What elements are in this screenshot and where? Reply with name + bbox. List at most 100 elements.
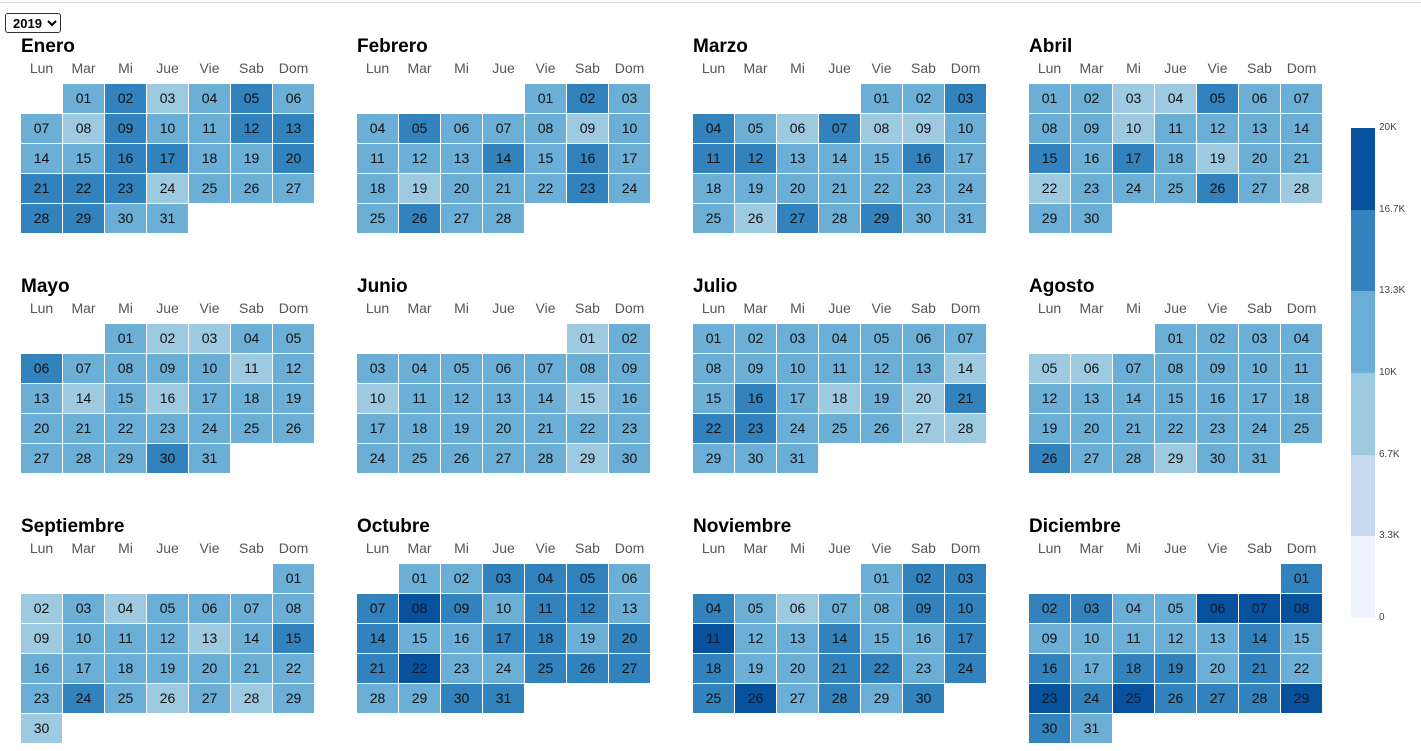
day-cell[interactable]: 25	[525, 654, 566, 683]
day-cell[interactable]: 23	[1029, 684, 1070, 713]
day-cell[interactable]: 27	[1197, 684, 1238, 713]
day-cell[interactable]: 30	[21, 714, 62, 743]
day-cell[interactable]: 05	[231, 84, 272, 113]
day-cell[interactable]: 02	[21, 594, 62, 623]
day-cell[interactable]: 13	[1239, 114, 1280, 143]
day-cell[interactable]: 29	[567, 444, 608, 473]
day-cell[interactable]: 12	[273, 354, 314, 383]
day-cell[interactable]: 08	[63, 114, 104, 143]
day-cell[interactable]: 10	[945, 594, 986, 623]
day-cell[interactable]: 27	[273, 174, 314, 203]
day-cell[interactable]: 03	[945, 564, 986, 593]
day-cell[interactable]: 08	[1281, 594, 1322, 623]
day-cell[interactable]: 04	[105, 594, 146, 623]
day-cell[interactable]: 29	[861, 684, 902, 713]
day-cell[interactable]: 15	[861, 624, 902, 653]
day-cell[interactable]: 13	[441, 144, 482, 173]
day-cell[interactable]: 28	[945, 414, 986, 443]
day-cell[interactable]: 14	[525, 384, 566, 413]
day-cell[interactable]: 17	[483, 624, 524, 653]
day-cell[interactable]: 15	[273, 624, 314, 653]
day-cell[interactable]: 10	[147, 114, 188, 143]
day-cell[interactable]: 15	[525, 144, 566, 173]
day-cell[interactable]: 01	[399, 564, 440, 593]
day-cell[interactable]: 18	[189, 144, 230, 173]
day-cell[interactable]: 08	[1155, 354, 1196, 383]
day-cell[interactable]: 16	[147, 384, 188, 413]
day-cell[interactable]: 12	[861, 354, 902, 383]
day-cell[interactable]: 16	[903, 624, 944, 653]
day-cell[interactable]: 16	[1197, 384, 1238, 413]
day-cell[interactable]: 24	[777, 414, 818, 443]
day-cell[interactable]: 01	[567, 324, 608, 353]
day-cell[interactable]: 11	[105, 624, 146, 653]
day-cell[interactable]: 19	[1029, 414, 1070, 443]
day-cell[interactable]: 03	[1239, 324, 1280, 353]
day-cell[interactable]: 11	[1113, 624, 1154, 653]
day-cell[interactable]: 22	[861, 174, 902, 203]
day-cell[interactable]: 01	[105, 324, 146, 353]
day-cell[interactable]: 31	[1071, 714, 1112, 743]
day-cell[interactable]: 11	[399, 384, 440, 413]
day-cell[interactable]: 24	[189, 414, 230, 443]
day-cell[interactable]: 25	[693, 684, 734, 713]
day-cell[interactable]: 15	[105, 384, 146, 413]
day-cell[interactable]: 06	[483, 354, 524, 383]
day-cell[interactable]: 05	[1155, 594, 1196, 623]
day-cell[interactable]: 15	[1281, 624, 1322, 653]
day-cell[interactable]: 24	[147, 174, 188, 203]
day-cell[interactable]: 29	[63, 204, 104, 233]
day-cell[interactable]: 03	[1071, 594, 1112, 623]
day-cell[interactable]: 05	[735, 114, 776, 143]
day-cell[interactable]: 08	[105, 354, 146, 383]
day-cell[interactable]: 31	[945, 204, 986, 233]
day-cell[interactable]: 21	[1281, 144, 1322, 173]
day-cell[interactable]: 29	[399, 684, 440, 713]
day-cell[interactable]: 30	[609, 444, 650, 473]
day-cell[interactable]: 11	[525, 594, 566, 623]
day-cell[interactable]: 07	[357, 594, 398, 623]
day-cell[interactable]: 30	[903, 684, 944, 713]
day-cell[interactable]: 01	[861, 84, 902, 113]
day-cell[interactable]: 22	[1155, 414, 1196, 443]
day-cell[interactable]: 13	[1197, 624, 1238, 653]
day-cell[interactable]: 08	[399, 594, 440, 623]
day-cell[interactable]: 23	[1071, 174, 1112, 203]
day-cell[interactable]: 30	[735, 444, 776, 473]
day-cell[interactable]: 23	[609, 414, 650, 443]
day-cell[interactable]: 21	[945, 384, 986, 413]
day-cell[interactable]: 29	[1281, 684, 1322, 713]
day-cell[interactable]: 12	[1155, 624, 1196, 653]
day-cell[interactable]: 02	[147, 324, 188, 353]
day-cell[interactable]: 02	[903, 564, 944, 593]
day-cell[interactable]: 01	[273, 564, 314, 593]
day-cell[interactable]: 10	[1071, 624, 1112, 653]
day-cell[interactable]: 02	[903, 84, 944, 113]
day-cell[interactable]: 08	[861, 594, 902, 623]
day-cell[interactable]: 06	[777, 114, 818, 143]
day-cell[interactable]: 02	[609, 324, 650, 353]
day-cell[interactable]: 04	[357, 114, 398, 143]
day-cell[interactable]: 06	[21, 354, 62, 383]
day-cell[interactable]: 18	[1155, 144, 1196, 173]
day-cell[interactable]: 07	[1281, 84, 1322, 113]
day-cell[interactable]: 22	[567, 414, 608, 443]
day-cell[interactable]: 13	[903, 354, 944, 383]
day-cell[interactable]: 20	[609, 624, 650, 653]
day-cell[interactable]: 27	[1071, 444, 1112, 473]
day-cell[interactable]: 04	[1155, 84, 1196, 113]
day-cell[interactable]: 03	[945, 84, 986, 113]
day-cell[interactable]: 12	[1197, 114, 1238, 143]
day-cell[interactable]: 30	[1029, 714, 1070, 743]
day-cell[interactable]: 02	[105, 84, 146, 113]
day-cell[interactable]: 22	[1029, 174, 1070, 203]
day-cell[interactable]: 28	[1113, 444, 1154, 473]
day-cell[interactable]: 25	[819, 414, 860, 443]
day-cell[interactable]: 19	[273, 384, 314, 413]
day-cell[interactable]: 25	[1155, 174, 1196, 203]
day-cell[interactable]: 03	[357, 354, 398, 383]
day-cell[interactable]: 18	[693, 654, 734, 683]
day-cell[interactable]: 17	[945, 624, 986, 653]
day-cell[interactable]: 23	[105, 174, 146, 203]
day-cell[interactable]: 09	[147, 354, 188, 383]
